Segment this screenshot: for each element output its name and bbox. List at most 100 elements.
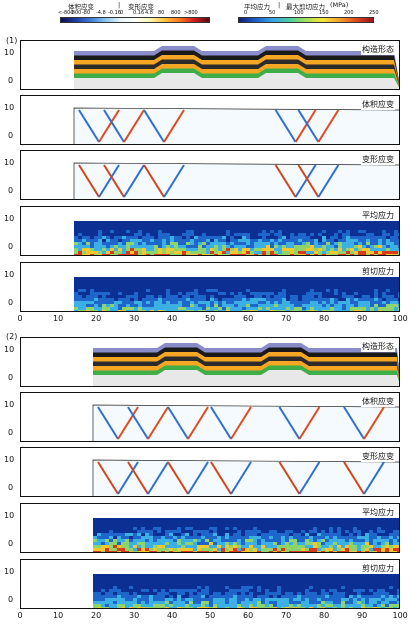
stress-cell [222,251,226,254]
stress-cell [234,277,238,280]
stress-cell [357,607,361,608]
stress-cell [389,533,393,536]
stress-cell [394,230,398,233]
y-tick-label: 10 [4,567,15,576]
stress-cell [269,583,273,586]
stress-cell [301,539,305,542]
stress-cell [386,283,390,286]
stress-cell [310,254,314,255]
stress-cell [90,283,94,286]
stress-cell [222,310,226,311]
stress-cell [90,248,94,251]
stress-cell [154,304,158,307]
stress-cell [170,286,174,289]
stress-cell [249,580,253,583]
stress-cell [98,301,102,304]
stress-cell [214,295,218,298]
stress-cell [266,248,270,251]
stress-cell [309,595,313,598]
stress-cell [142,236,146,239]
stress-cell [369,521,373,524]
stress-cell [158,224,162,227]
stress-cell [74,277,78,280]
stress-cell [357,551,361,552]
stress-cell [214,289,218,292]
stress-cell [349,518,353,521]
stress-cell [125,574,129,577]
stress-cell [389,589,393,592]
stress-cell [86,289,90,292]
stress-cell [393,580,397,583]
stress-cell [342,239,346,242]
stress-cell [109,577,113,580]
stress-cell [114,254,118,255]
stress-cell [130,236,134,239]
stress-cell [121,524,125,527]
stress-cell [377,577,381,580]
stress-cell [106,251,110,254]
stress-cell [270,224,274,227]
stress-cell [274,304,278,307]
stress-cell [249,527,253,530]
stress-cell [138,236,142,239]
stress-cell [170,277,174,280]
stress-cell [242,224,246,227]
stress-cell [398,239,399,242]
stress-cell [337,545,341,548]
shear-band [294,164,317,198]
stress-cell [337,601,341,604]
stress-cell [93,607,97,608]
stress-cell [118,227,122,230]
stress-cell [93,583,97,586]
stress-cell [205,545,209,548]
stress-cell [217,542,221,545]
stress-cell [194,280,198,283]
stress-cell [93,548,97,551]
stress-cell [346,304,350,307]
stress-cell [218,283,222,286]
stress-cell [189,586,193,589]
stress-cell [306,289,310,292]
stress-cell [178,286,182,289]
stress-cell [301,595,305,598]
stress-cell [182,307,186,310]
stress-scale-label: 250 [369,10,379,16]
stress-cell [182,233,186,236]
stress-cell [154,295,158,298]
shear-band [317,164,340,198]
stress-cell [382,295,386,298]
stress-cell [241,595,245,598]
stress-cell [149,551,153,552]
stress-cell [150,221,154,224]
stress-cell [117,548,121,551]
stress-cell [138,307,142,310]
x-tick-label: 90 [357,314,368,323]
stress-cell [114,310,118,311]
stress-cell [310,251,314,254]
stress-cell [181,592,185,595]
stress-cell [117,598,121,601]
stress-cell [245,601,249,604]
stress-cell [289,577,293,580]
stress-cell [185,589,189,592]
stress-cell [209,524,213,527]
stress-cell [325,524,329,527]
stress-cell [149,604,153,607]
stress-cell [74,280,78,283]
stress-cell [381,551,385,552]
stress-cell [361,521,365,524]
stress-cell [302,292,306,295]
strain-scale-label: 0.16 [133,10,145,16]
stress-cell [262,254,266,255]
stress-cell [290,283,294,286]
stress-cell [310,289,314,292]
stress-cell [201,586,205,589]
stress-cell [393,551,397,552]
stress-cell [346,289,350,292]
stress-cell [97,586,101,589]
stress-cell [154,301,158,304]
stress-cell [322,236,326,239]
stress-cell [290,254,294,255]
stress-cell [262,239,266,242]
stress-cell [153,574,157,577]
